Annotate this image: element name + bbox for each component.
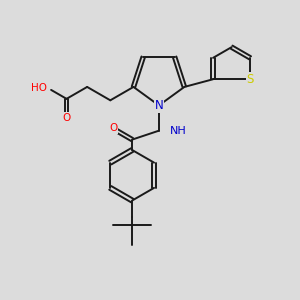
Text: O: O: [109, 123, 117, 133]
Text: S: S: [246, 73, 254, 86]
Text: O: O: [62, 113, 71, 123]
Text: HO: HO: [31, 83, 46, 93]
Text: N: N: [154, 99, 163, 112]
Text: NH: NH: [170, 126, 187, 136]
